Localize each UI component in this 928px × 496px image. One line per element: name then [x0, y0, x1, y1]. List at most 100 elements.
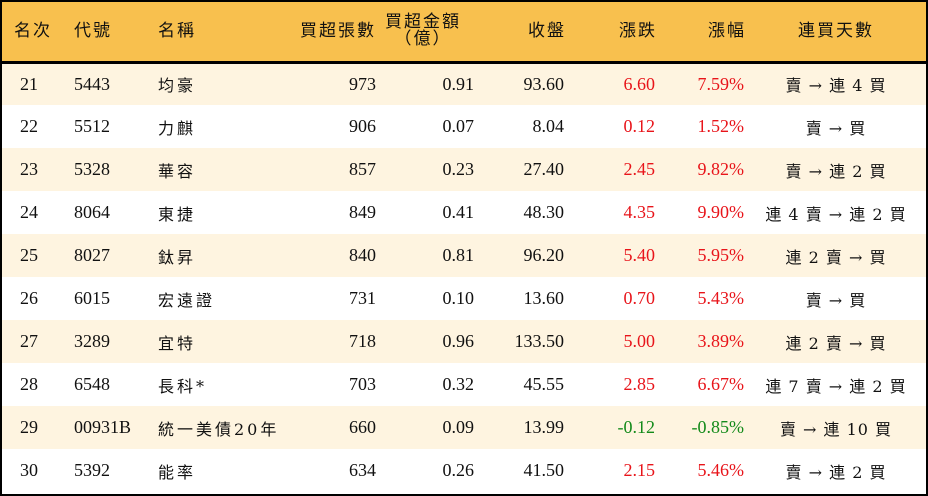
close-price-cell: 41.50: [523, 460, 565, 480]
header-change: 漲跌: [566, 2, 657, 64]
stock-name-cell: 長科*: [158, 376, 208, 396]
table-row: 30 5392 能率 634 0.26 41.50 2.15 5.46% 賣 →…: [2, 449, 926, 492]
header-net-buy-amount-line1: 買超金額: [385, 12, 461, 33]
stock-code-cell: 00931B: [74, 417, 132, 437]
header-rank: 名次: [2, 2, 74, 64]
change-pct-cell: 5.43%: [697, 288, 745, 308]
header-net-buy-amount-line2: （億）: [394, 29, 452, 50]
net-buy-lots-cell: 973: [349, 73, 376, 94]
header-code: 代號: [74, 2, 158, 64]
table-row: 27 3289 宜特 718 0.96 133.50 5.00 3.89% 連 …: [2, 320, 926, 363]
rank-cell: 21: [20, 73, 38, 94]
stock-name-cell: 宏遠證: [158, 290, 216, 310]
stock-name-cell: 華容: [158, 161, 197, 181]
table-row: 21 5443 均豪 973 0.91 93.60 6.60 7.59% 賣 →…: [2, 62, 926, 105]
net-buy-amount-cell: 0.07: [442, 116, 475, 136]
stock-code-cell: 6015: [74, 288, 110, 308]
change-pct-cell: 1.52%: [697, 116, 745, 136]
stock-name-cell: 東捷: [158, 204, 197, 224]
net-buy-amount-cell: 0.23: [442, 159, 475, 179]
net-buy-lots-cell: 660: [349, 417, 376, 437]
net-buy-amount-cell: 0.41: [442, 202, 475, 222]
net-buy-amount-cell: 0.32: [442, 374, 475, 394]
change-cell: 6.60: [623, 73, 656, 94]
net-buy-amount-cell: 0.96: [442, 331, 475, 351]
stock-name-cell: 均豪: [158, 76, 197, 96]
rank-cell: 25: [20, 245, 38, 265]
stock-code-cell: 5443: [74, 73, 110, 94]
table-row: 24 8064 東捷 849 0.41 48.30 4.35 9.90% 連 4…: [2, 191, 926, 234]
stock-code-cell: 8064: [74, 202, 110, 222]
close-price-cell: 48.30: [523, 202, 565, 222]
table-row: 28 6548 長科* 703 0.32 45.55 2.85 6.67% 連 …: [2, 363, 926, 406]
close-price-cell: 96.20: [523, 245, 565, 265]
change-cell: 5.00: [623, 331, 656, 351]
stock-code-cell: 5512: [74, 116, 110, 136]
change-cell: 2.85: [623, 374, 656, 394]
close-price-cell: 8.04: [532, 116, 565, 136]
header-close: 收盤: [476, 2, 566, 64]
close-price-cell: 13.60: [523, 288, 565, 308]
consecutive-buy-days-cell: 賣 → 連 10 買: [779, 419, 893, 439]
net-buy-lots-cell: 857: [349, 159, 376, 179]
net-buy-amount-cell: 0.91: [442, 73, 475, 94]
consecutive-buy-days-cell: 賣 → 連 2 買: [785, 462, 887, 482]
consecutive-buy-days-cell: 連 7 賣 → 連 2 買: [765, 376, 907, 396]
change-pct-cell: 9.90%: [697, 202, 745, 222]
net-buy-lots-cell: 906: [349, 116, 376, 136]
stock-code-cell: 3289: [74, 331, 110, 351]
change-cell: 0.12: [623, 116, 656, 136]
rank-cell: 29: [20, 417, 38, 437]
table-row: 23 5328 華容 857 0.23 27.40 2.45 9.82% 賣 →…: [2, 148, 926, 191]
header-net-buy-lots: 買超張數: [300, 2, 376, 64]
table-row: 26 6015 宏遠證 731 0.10 13.60 0.70 5.43% 賣 …: [2, 277, 926, 320]
change-cell: 4.35: [623, 202, 656, 222]
table-row: 22 5512 力麒 906 0.07 8.04 0.12 1.52% 賣 → …: [2, 105, 926, 148]
close-price-cell: 13.99: [523, 417, 565, 437]
rank-cell: 30: [20, 460, 38, 480]
table-row: 29 00931B 統一美債20年 660 0.09 13.99 -0.12 -…: [2, 406, 926, 449]
close-price-cell: 45.55: [523, 374, 565, 394]
consecutive-buy-days-cell: 賣 → 連 4 買: [785, 76, 887, 96]
stock-name-cell: 能率: [158, 462, 197, 482]
change-pct-cell: 5.95%: [697, 245, 745, 265]
consecutive-buy-days-cell: 連 2 賣 → 買: [785, 247, 887, 267]
change-cell: 5.40: [623, 245, 656, 265]
change-pct-cell: -0.85%: [691, 417, 745, 437]
table-header-row: 名次 代號 名稱 買超張數 買超金額 （億） 收盤 漲跌 漲幅 連買天數: [2, 2, 926, 64]
stock-code-cell: 8027: [74, 245, 110, 265]
net-buy-lots-cell: 718: [349, 331, 376, 351]
net-buy-lots-cell: 634: [349, 460, 376, 480]
net-buy-lots-cell: 849: [349, 202, 376, 222]
change-pct-cell: 7.59%: [697, 73, 745, 94]
consecutive-buy-days-cell: 連 2 賣 → 買: [785, 333, 887, 353]
rank-cell: 23: [20, 159, 38, 179]
change-cell: -0.12: [617, 417, 656, 437]
consecutive-buy-days-cell: 賣 → 買: [805, 118, 867, 138]
consecutive-buy-days-cell: 連 4 賣 → 連 2 買: [765, 204, 907, 224]
rank-cell: 28: [20, 374, 38, 394]
net-buy-amount-cell: 0.81: [442, 245, 475, 265]
change-pct-cell: 3.89%: [697, 331, 745, 351]
stock-code-cell: 5392: [74, 460, 110, 480]
header-change-pct: 漲幅: [657, 2, 746, 64]
stock-code-cell: 6548: [74, 374, 110, 394]
rank-cell: 22: [20, 116, 38, 136]
stock-code-cell: 5328: [74, 159, 110, 179]
header-net-buy-amount: 買超金額 （億）: [376, 2, 476, 64]
close-price-cell: 133.50: [514, 331, 565, 351]
change-cell: 2.15: [623, 460, 656, 480]
table-row: 25 8027 鈦昇 840 0.81 96.20 5.40 5.95% 連 2…: [2, 234, 926, 277]
net-buy-lots-cell: 840: [349, 245, 376, 265]
net-buy-amount-cell: 0.26: [442, 460, 475, 480]
net-buy-amount-cell: 0.09: [442, 417, 475, 437]
stock-name-cell: 宜特: [158, 333, 197, 353]
rank-cell: 26: [20, 288, 38, 308]
close-price-cell: 27.40: [523, 159, 565, 179]
consecutive-buy-days-cell: 賣 → 買: [805, 290, 867, 310]
change-pct-cell: 9.82%: [697, 159, 745, 179]
change-cell: 0.70: [623, 288, 656, 308]
rank-cell: 27: [20, 331, 38, 351]
